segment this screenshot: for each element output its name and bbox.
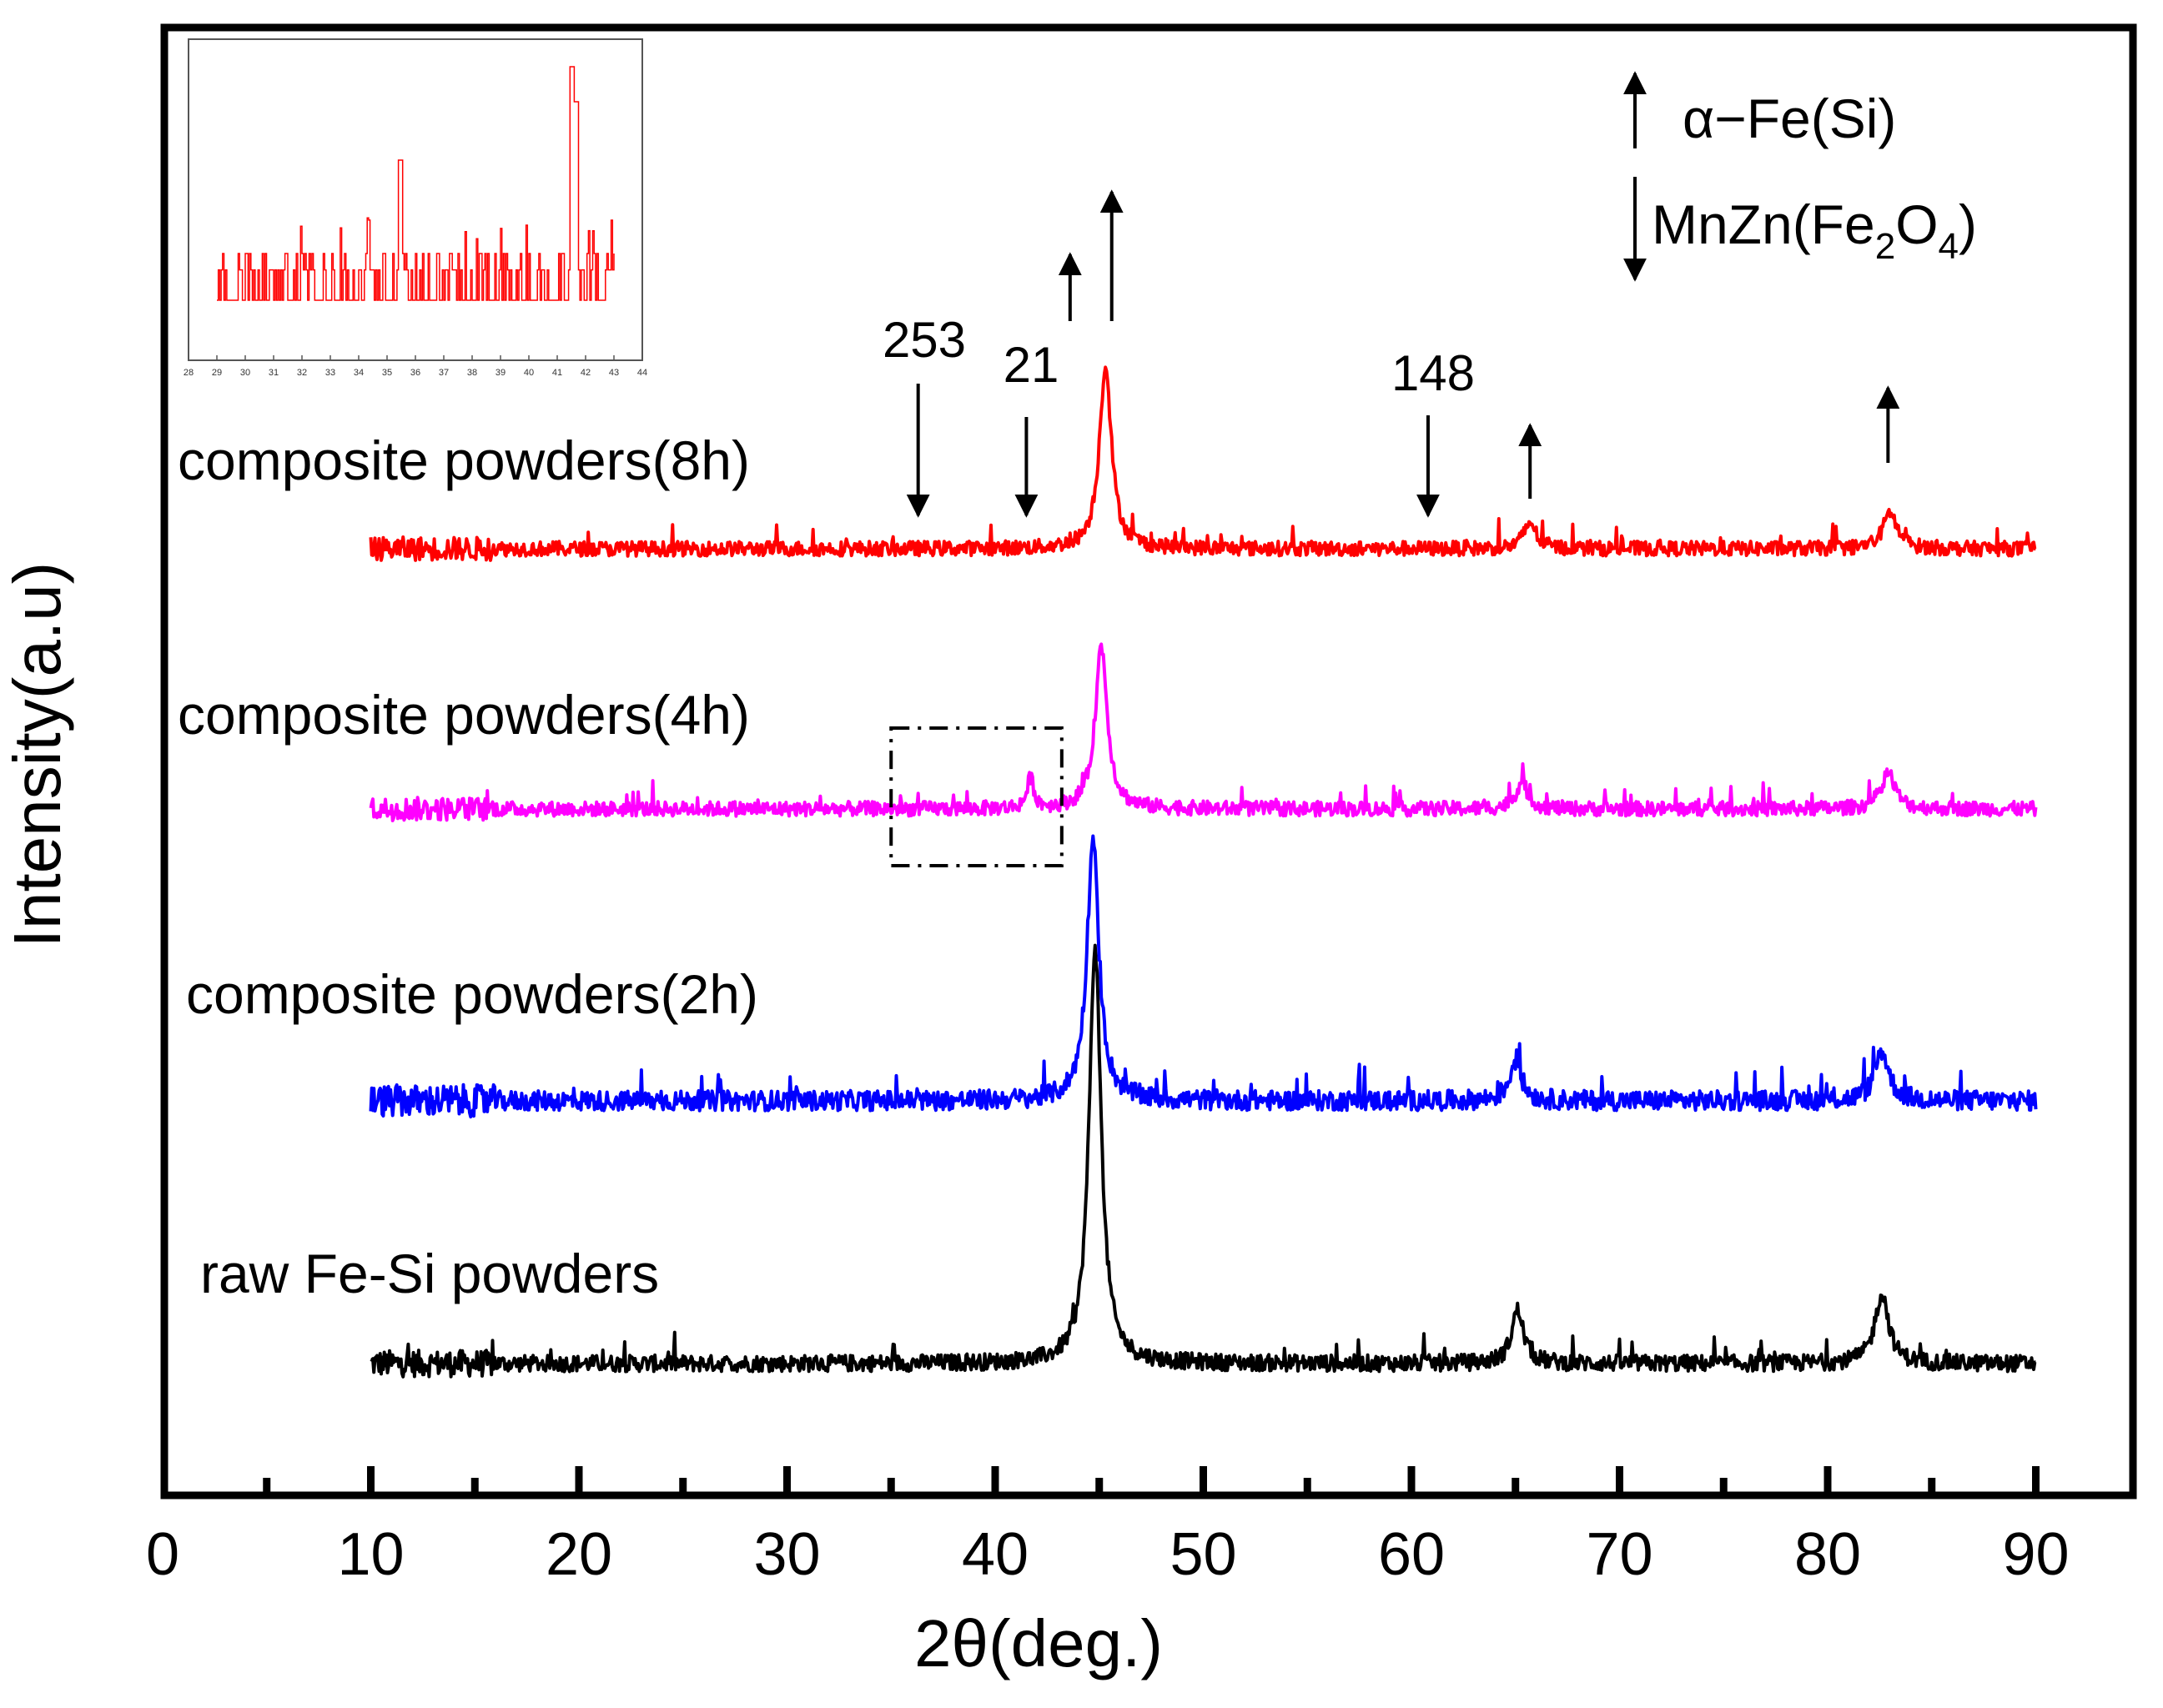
peak-number-148: 148 [1391,345,1475,401]
inset-tick-label: 40 [524,368,534,378]
inset-tick-label: 42 [581,368,591,378]
series-label-8h: composite powders(8h) [178,430,750,491]
legend-mnzn-fe2o4: MnZn(Fe2O4) [1652,193,1977,267]
x-tick-label: 10 [337,1521,404,1588]
series-label-raw: raw Fe-Si powders [200,1243,659,1304]
inset-tick-label: 37 [439,368,449,378]
inset-tick-label: 31 [269,368,279,378]
x-tick-label: 90 [2002,1521,2069,1588]
inset-series [217,66,615,301]
peak-number-21: 21 [1004,337,1059,393]
inset-tick-label: 28 [184,368,194,378]
x-axis: 0 10 20 30 40 50 60 70 80 90 [146,1466,2070,1588]
inset-plot: 28 29 30 31 32 33 34 35 36 37 38 39 40 41 42 43 44 [184,38,647,378]
inset-tick-label: 33 [325,368,335,378]
x-tick-label: 70 [1586,1521,1652,1588]
series-label-4h: composite powders(4h) [178,684,750,746]
y-axis-label: Intensity(a.u) [0,562,74,947]
legend: α−Fe(Si) MnZn(Fe2O4) [1623,71,1977,282]
series-line-0 [370,943,2037,1379]
series-line-1 [369,834,2038,1119]
inset-tick-label: 43 [609,368,619,378]
plot-frame [160,23,2137,1500]
inset-tick-label: 39 [495,368,506,378]
inset-tick-label: 44 [637,368,647,378]
x-axis-label: 2θ(deg.) [914,1606,1163,1680]
x-tick-label: 20 [546,1521,612,1588]
x-tick-label: 40 [962,1521,1029,1588]
x-tick-label: 60 [1378,1521,1445,1588]
peak-number-253: 253 [883,312,966,368]
inset-tick-label: 32 [297,368,307,378]
inset-tick-label: 38 [467,368,477,378]
series-line-3 [369,365,2037,562]
x-tick-label: 30 [753,1521,820,1588]
legend-alpha-fe: α−Fe(Si) [1683,88,1896,149]
dashed-region-box [889,726,1064,867]
x-tick-label: 80 [1794,1521,1861,1588]
inset-tick-label: 41 [552,368,562,378]
series-line-2 [369,642,2038,822]
inset-tick-label: 36 [410,368,420,378]
inset-tick-label: 34 [354,368,364,378]
series-label-2h: composite powders(2h) [186,963,758,1025]
series-layer [369,365,2038,1379]
inset-axis: 28 29 30 31 32 33 34 35 36 37 38 39 40 41 42 43 44 [184,355,647,378]
x-tick-label: 0 [146,1521,179,1588]
annotation-layer [889,189,1900,867]
inset-tick-label: 30 [240,368,250,378]
inset-tick-label: 29 [212,368,222,378]
inset-tick-label: 35 [382,368,392,378]
inset-series-line [217,66,615,301]
x-tick-label: 50 [1170,1521,1236,1588]
